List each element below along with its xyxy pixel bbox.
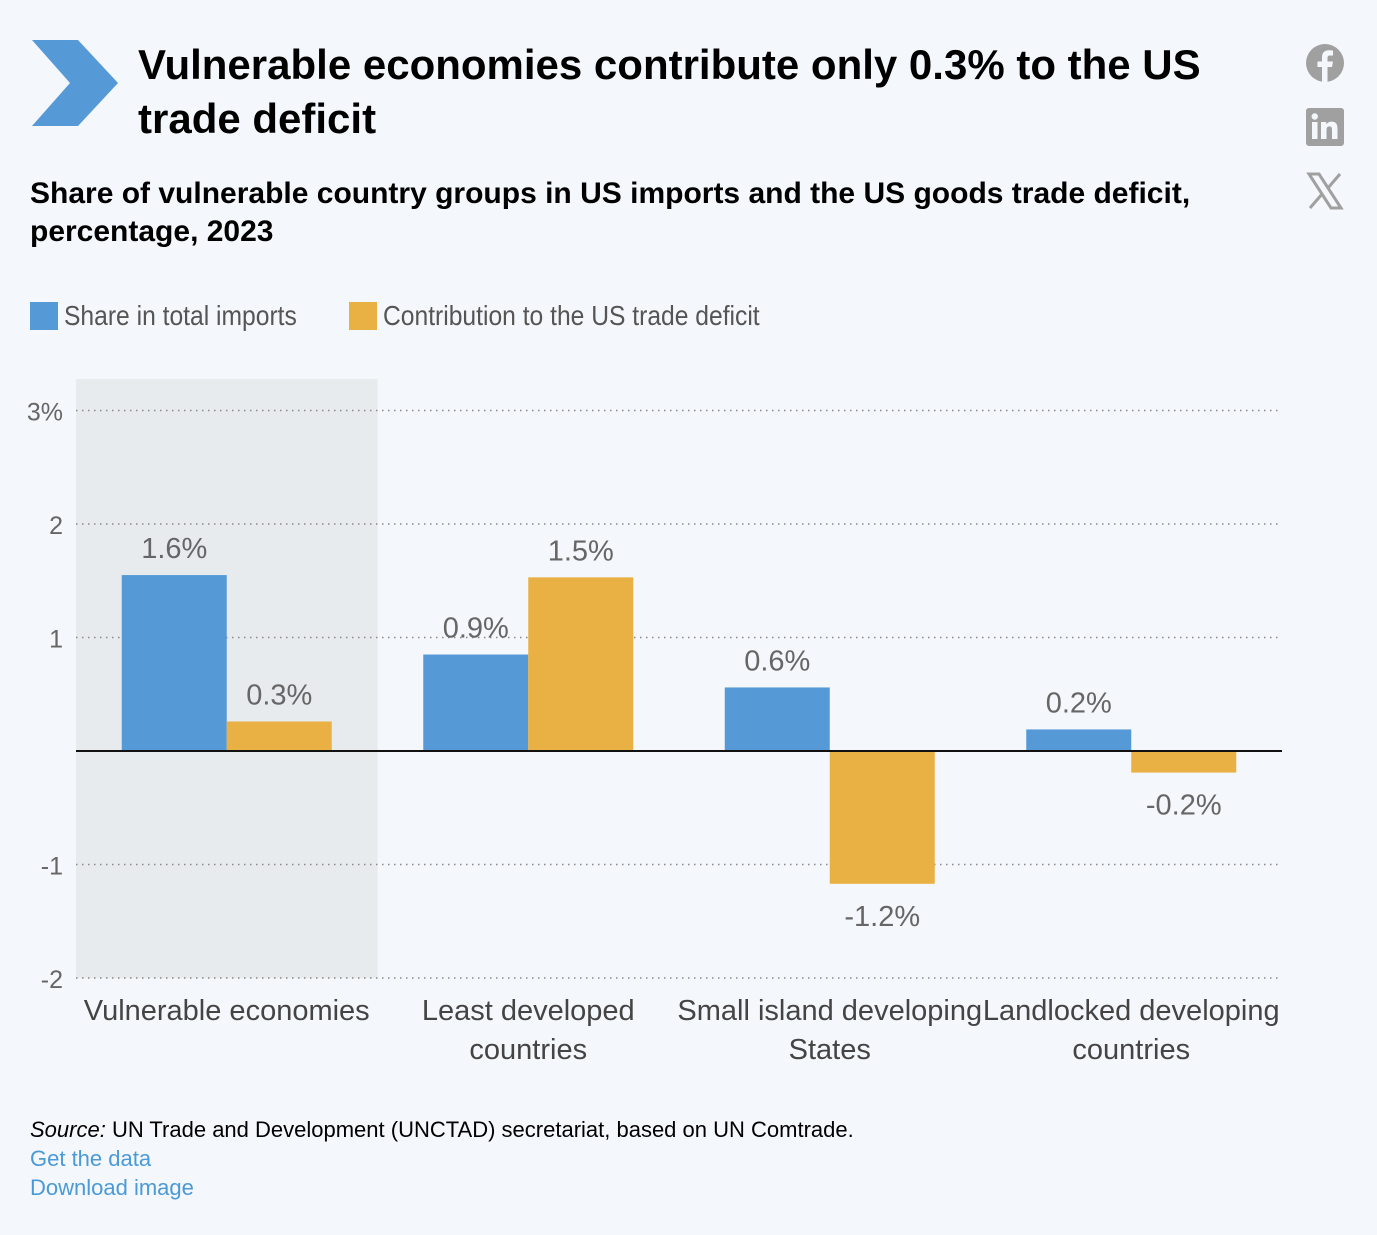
data-label: 1.6% xyxy=(141,533,207,565)
data-label: -0.2% xyxy=(1146,790,1222,822)
x-tick-label: countries xyxy=(1072,1034,1190,1066)
legend-item-deficit[interactable]: Contribution to the US trade deficit xyxy=(348,300,811,332)
data-label: 0.2% xyxy=(1046,687,1112,719)
legend-item-imports[interactable]: Share in total imports xyxy=(30,300,329,332)
get-data-link[interactable]: Get the data xyxy=(30,1146,152,1171)
source-line: Source: UN Trade and Development (UNCTAD… xyxy=(30,1115,854,1144)
y-tick-label: -1 xyxy=(41,853,63,881)
data-label: 0.9% xyxy=(443,613,509,645)
bar xyxy=(423,654,529,751)
chart-legend: Share in total imports Contribution to t… xyxy=(30,296,831,336)
legend-swatch-deficit xyxy=(348,302,377,330)
x-tick-label: Vulnerable economies xyxy=(84,995,370,1027)
y-tick-label: 1 xyxy=(49,626,63,654)
x-tick-label: Landlocked developing xyxy=(983,995,1280,1027)
linkedin-icon[interactable] xyxy=(1304,106,1346,148)
data-label: 1.5% xyxy=(548,535,614,567)
legend-label-imports: Share in total imports xyxy=(64,300,297,331)
source-label: Source: xyxy=(30,1117,106,1142)
chart-title: Vulnerable economies contribute only 0.3… xyxy=(138,41,1201,142)
data-label: 0.6% xyxy=(744,645,810,677)
bar xyxy=(121,575,227,751)
bar xyxy=(226,721,332,751)
bar xyxy=(528,577,634,751)
chart-subtitle: Share of vulnerable country groups in US… xyxy=(30,177,1191,248)
y-tick-label: -2 xyxy=(41,966,63,994)
chevron-logo-icon xyxy=(32,40,118,126)
bar xyxy=(1131,751,1237,773)
x-tick-label: Small island developing xyxy=(677,995,982,1027)
chart-footer: Source: UN Trade and Development (UNCTAD… xyxy=(30,1115,854,1202)
x-tick-label: countries xyxy=(469,1034,587,1066)
data-label: -1.2% xyxy=(844,901,920,933)
bar xyxy=(1026,729,1132,751)
data-label: 0.3% xyxy=(246,679,312,711)
bar xyxy=(724,687,830,751)
download-image-link[interactable]: Download image xyxy=(30,1175,194,1200)
x-icon[interactable] xyxy=(1304,170,1346,212)
y-tick-label: 2 xyxy=(49,512,63,540)
facebook-icon[interactable] xyxy=(1304,42,1346,84)
bar-chart: 3% 2 1 -1 -2 1.6% 0.3% Vulnerable economies 0.9%… xyxy=(27,379,1282,1066)
x-tick-label: States xyxy=(789,1034,871,1066)
source-text: UN Trade and Development (UNCTAD) secret… xyxy=(105,1117,854,1142)
legend-swatch-imports xyxy=(30,302,58,330)
legend-label-deficit: Contribution to the US trade deficit xyxy=(382,300,760,331)
x-tick-label: Least developed xyxy=(422,995,635,1027)
bar xyxy=(829,751,935,884)
y-tick-label: 3% xyxy=(27,399,63,427)
